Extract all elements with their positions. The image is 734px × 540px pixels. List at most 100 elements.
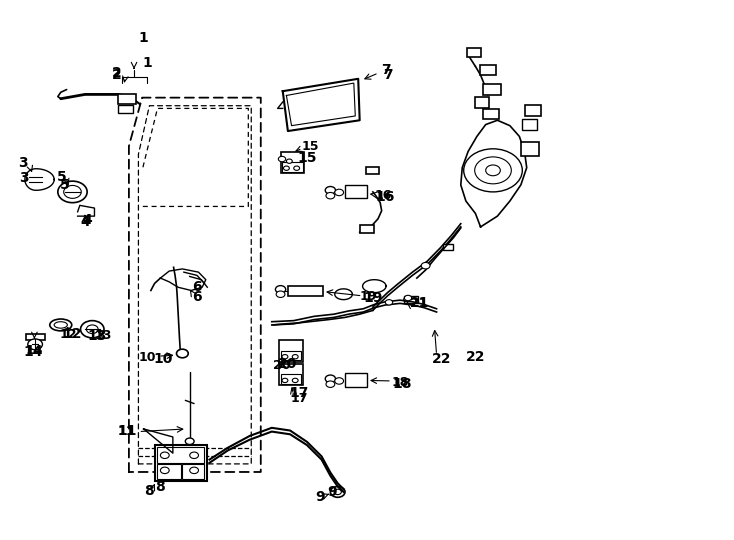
Text: 11: 11	[117, 423, 137, 437]
Text: 5: 5	[60, 178, 70, 192]
Bar	[523, 119, 537, 130]
Text: 19: 19	[363, 291, 382, 305]
Bar	[158, 447, 204, 463]
Circle shape	[486, 165, 501, 176]
Bar	[118, 94, 137, 104]
Circle shape	[189, 467, 198, 474]
Text: 13: 13	[95, 329, 112, 342]
Text: 17: 17	[290, 386, 309, 400]
Bar	[279, 364, 302, 385]
Text: 17: 17	[291, 392, 308, 404]
Text: 4: 4	[80, 214, 90, 228]
Text: 15: 15	[301, 140, 319, 153]
Bar	[282, 163, 302, 172]
Text: 16: 16	[374, 189, 392, 202]
Bar	[483, 110, 499, 119]
Bar	[26, 334, 45, 340]
Text: 8: 8	[156, 480, 165, 494]
Text: 4: 4	[82, 213, 92, 227]
Bar	[280, 351, 301, 361]
Text: 10: 10	[153, 352, 173, 366]
Circle shape	[81, 321, 104, 338]
Circle shape	[286, 159, 292, 164]
Circle shape	[161, 467, 170, 474]
Bar	[366, 166, 379, 174]
Circle shape	[64, 185, 81, 198]
Circle shape	[161, 452, 170, 458]
Polygon shape	[25, 168, 54, 190]
Text: 7: 7	[382, 68, 393, 82]
Bar	[118, 105, 133, 113]
Text: 9: 9	[316, 490, 325, 504]
Bar	[182, 464, 204, 479]
Circle shape	[325, 375, 335, 382]
Text: 21: 21	[410, 296, 429, 310]
Text: 21: 21	[410, 297, 427, 310]
Circle shape	[464, 149, 523, 192]
Circle shape	[292, 378, 298, 382]
Bar	[155, 444, 207, 481]
Text: 14: 14	[24, 345, 43, 359]
Text: 2: 2	[112, 66, 121, 80]
Text: 5: 5	[57, 170, 66, 184]
Polygon shape	[78, 205, 95, 216]
Circle shape	[185, 438, 194, 444]
Bar	[476, 97, 489, 109]
Text: 1: 1	[142, 56, 152, 70]
Text: 6: 6	[192, 280, 202, 294]
Circle shape	[189, 452, 198, 458]
Text: 18: 18	[391, 375, 409, 389]
Bar	[345, 374, 367, 387]
Bar	[345, 185, 367, 198]
Circle shape	[87, 325, 98, 334]
Circle shape	[278, 157, 286, 162]
Text: 12: 12	[62, 327, 82, 341]
Ellipse shape	[54, 322, 68, 328]
Text: 10: 10	[139, 351, 156, 364]
Polygon shape	[161, 269, 206, 291]
Circle shape	[421, 262, 430, 269]
Polygon shape	[283, 79, 360, 131]
Text: 3: 3	[19, 171, 29, 185]
Bar	[443, 244, 454, 249]
Circle shape	[335, 377, 344, 384]
Text: 20: 20	[278, 357, 297, 372]
Bar	[280, 152, 304, 173]
Circle shape	[404, 298, 410, 302]
Circle shape	[385, 300, 393, 305]
Bar	[480, 65, 496, 75]
Bar	[404, 296, 418, 303]
Text: 16: 16	[376, 190, 395, 204]
Text: 6: 6	[192, 290, 202, 304]
Circle shape	[326, 381, 335, 387]
Text: 1: 1	[139, 31, 148, 45]
Circle shape	[58, 181, 87, 202]
Bar	[288, 286, 323, 296]
Circle shape	[325, 186, 335, 194]
Ellipse shape	[50, 319, 72, 331]
Text: 22: 22	[465, 350, 485, 365]
Polygon shape	[461, 120, 527, 227]
Polygon shape	[144, 429, 173, 453]
Bar	[483, 84, 501, 95]
Text: 8: 8	[144, 484, 153, 498]
Circle shape	[292, 355, 298, 359]
Text: 7: 7	[381, 63, 391, 77]
Text: 14: 14	[26, 345, 43, 357]
Text: 9: 9	[327, 485, 337, 499]
Circle shape	[282, 355, 288, 359]
Text: 12: 12	[59, 328, 77, 341]
Circle shape	[276, 291, 285, 298]
Bar	[525, 105, 541, 117]
Circle shape	[176, 349, 188, 358]
Circle shape	[404, 295, 412, 301]
Circle shape	[334, 489, 341, 495]
Circle shape	[28, 339, 43, 350]
Text: 18: 18	[393, 377, 412, 391]
Text: 11: 11	[118, 425, 136, 438]
Circle shape	[282, 378, 288, 382]
Text: 13: 13	[87, 329, 107, 343]
Text: 3: 3	[18, 157, 27, 170]
Bar	[279, 340, 302, 362]
Bar	[467, 48, 482, 57]
